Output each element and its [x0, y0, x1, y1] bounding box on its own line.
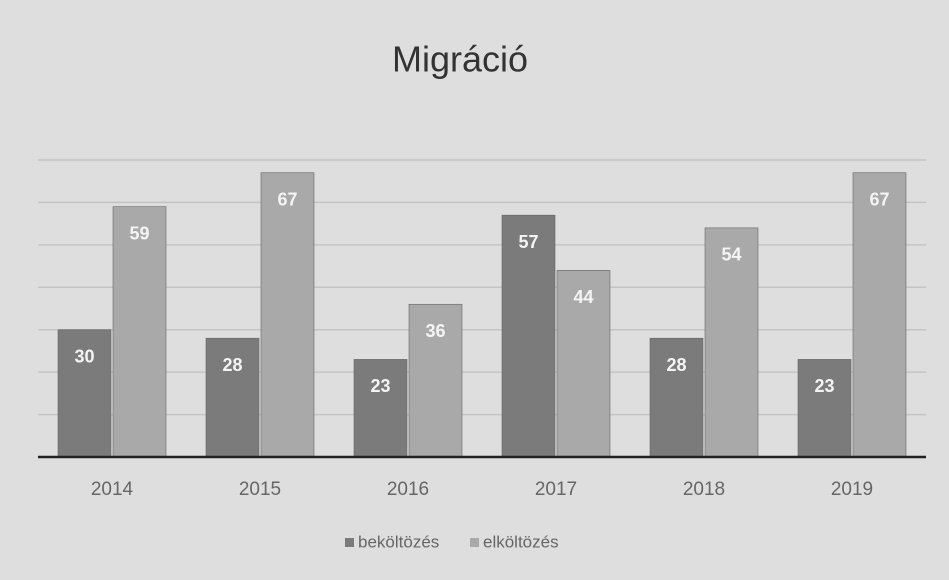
x-tick-label: 2014: [91, 479, 134, 500]
bar: [408, 303, 463, 458]
value-label: 28: [666, 355, 686, 375]
value-label: 67: [277, 189, 297, 209]
bar: [704, 227, 759, 458]
bar: [353, 359, 408, 458]
value-label: 23: [814, 376, 834, 396]
bar: [205, 337, 260, 458]
legend-swatch: [345, 538, 354, 547]
x-tick-label: 2015: [239, 479, 281, 500]
x-tick-label: 2018: [683, 479, 725, 500]
bar: [556, 270, 611, 458]
x-tick-label: 2016: [387, 479, 429, 500]
bar: [112, 206, 167, 458]
bar: [649, 337, 704, 458]
value-label: 67: [869, 189, 889, 209]
bar: [57, 329, 112, 458]
bar: [852, 172, 907, 458]
legend-label: elköltözés: [483, 532, 559, 551]
value-label: 23: [370, 376, 390, 396]
legend-label: beköltözés: [358, 532, 439, 551]
x-tick-label: 2019: [831, 479, 873, 500]
chart-title: Migráció: [392, 39, 528, 80]
value-label: 44: [573, 287, 593, 307]
value-label: 54: [721, 245, 741, 265]
x-tick-label: 2017: [535, 479, 577, 500]
legend-swatch: [470, 538, 479, 547]
bar: [501, 214, 556, 458]
value-label: 36: [425, 321, 445, 341]
value-label: 57: [518, 232, 538, 252]
bar: [260, 172, 315, 458]
bar: [797, 359, 852, 458]
value-label: 30: [74, 346, 94, 366]
value-label: 28: [222, 355, 242, 375]
value-label: 59: [129, 223, 149, 243]
